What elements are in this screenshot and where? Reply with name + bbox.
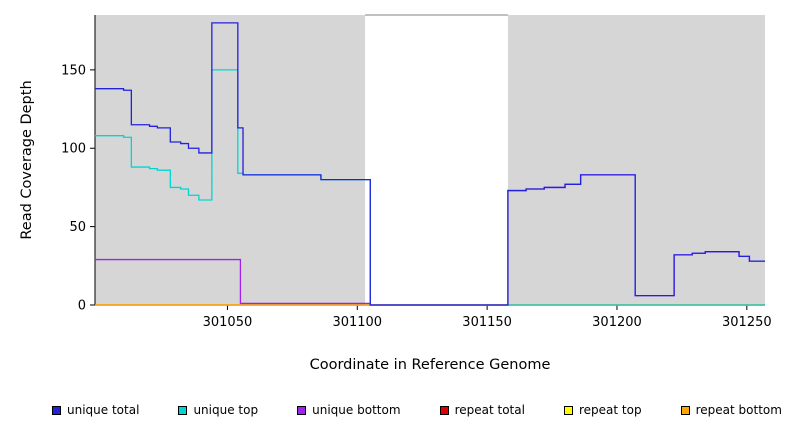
svg-text:301150: 301150 bbox=[462, 315, 512, 330]
legend-label: unique top bbox=[193, 403, 259, 417]
svg-text:100: 100 bbox=[61, 142, 86, 157]
svg-text:0: 0 bbox=[78, 299, 86, 314]
legend-item-unique-total: unique total bbox=[52, 403, 139, 417]
svg-text:301100: 301100 bbox=[332, 315, 382, 330]
legend-label: repeat total bbox=[454, 403, 525, 417]
svg-text:301050: 301050 bbox=[203, 315, 253, 330]
legend-item-repeat-total: repeat total bbox=[439, 403, 525, 417]
legend-swatch-repeat-top bbox=[563, 405, 573, 415]
y-axis-label: Read Coverage Depth bbox=[19, 80, 35, 240]
x-axis-label: Coordinate in Reference Genome bbox=[309, 357, 551, 373]
svg-text:50: 50 bbox=[69, 220, 86, 235]
legend-swatch-unique-top bbox=[178, 405, 188, 415]
legend: unique total unique top unique bottom re… bbox=[52, 399, 782, 421]
legend-item-repeat-top: repeat top bbox=[563, 403, 642, 417]
legend-label: unique total bbox=[67, 403, 140, 417]
legend-item-repeat-bottom: repeat bottom bbox=[680, 403, 782, 417]
svg-text:150: 150 bbox=[61, 63, 86, 78]
svg-text:301200: 301200 bbox=[592, 315, 642, 330]
legend-swatch-unique-total bbox=[52, 405, 61, 415]
legend-item-unique-bottom: unique bottom bbox=[297, 403, 401, 417]
legend-item-unique-top: unique top bbox=[178, 403, 258, 417]
legend-label: repeat top bbox=[578, 403, 642, 417]
coverage-plot: 0 50 100 150 301050 301100 301150 301200 301250 bbox=[61, 14, 772, 330]
legend-swatch-unique-bottom bbox=[297, 405, 307, 415]
legend-swatch-repeat-total bbox=[439, 405, 449, 415]
legend-label: unique bottom bbox=[312, 403, 401, 417]
legend-swatch-repeat-bottom bbox=[680, 405, 690, 415]
legend-label: repeat bottom bbox=[695, 403, 782, 417]
svg-text:301250: 301250 bbox=[722, 315, 772, 330]
